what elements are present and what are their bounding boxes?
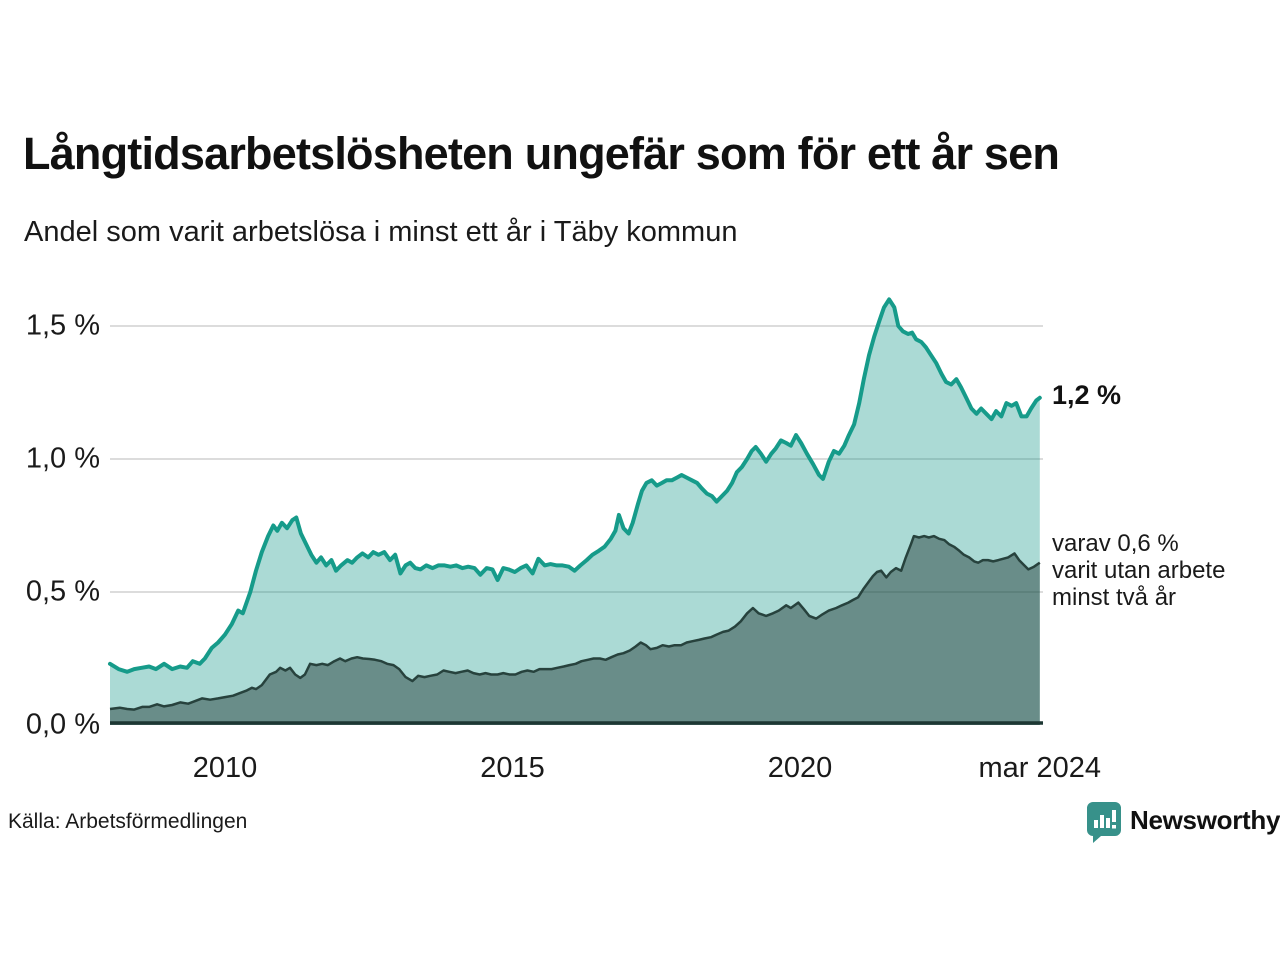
y-tick-label: 0,0 % (25, 708, 100, 741)
series-two-year-area (110, 536, 1040, 725)
y-tick-label: 0,5 % (25, 575, 100, 608)
page-title: Långtidsarbetslösheten ungefär som för e… (23, 128, 1060, 179)
newsworthy-logo-link[interactable]: Newsworthy (1087, 802, 1280, 846)
two-year-annotation-line1: varav 0,6 % (1052, 530, 1179, 557)
latest-value-annotation: 1,2 % (1052, 380, 1122, 410)
two-year-annotation-line2: varit utan arbete (1052, 557, 1226, 584)
newsworthy-wordmark: Newsworthy (1130, 805, 1280, 835)
gridlines (110, 325, 1043, 593)
y-tick-label: 1,5 % (25, 309, 100, 342)
x-tick-label: 2010 (192, 752, 258, 784)
x-tick-label: 2020 (767, 752, 833, 784)
series-total-area (110, 299, 1040, 725)
y-tick-label: 1,0 % (25, 442, 100, 475)
two-year-annotation-line3: minst två år (1052, 584, 1177, 611)
series-two-year-line (109, 534, 1041, 711)
x-tick-label: 2015 (480, 752, 545, 784)
page-subtitle: Andel som varit arbetslösa i minst ett å… (24, 216, 738, 248)
source-credit: Källa: Arbetsförmedlingen (8, 810, 248, 833)
two-year-annotation: varav 0,6 % varit utan arbete minst två … (1052, 530, 1225, 611)
x-tick-label: mar 2024 (978, 752, 1102, 784)
newsworthy-bubble-chart-icon (1087, 802, 1121, 843)
series-total-line (108, 297, 1042, 674)
